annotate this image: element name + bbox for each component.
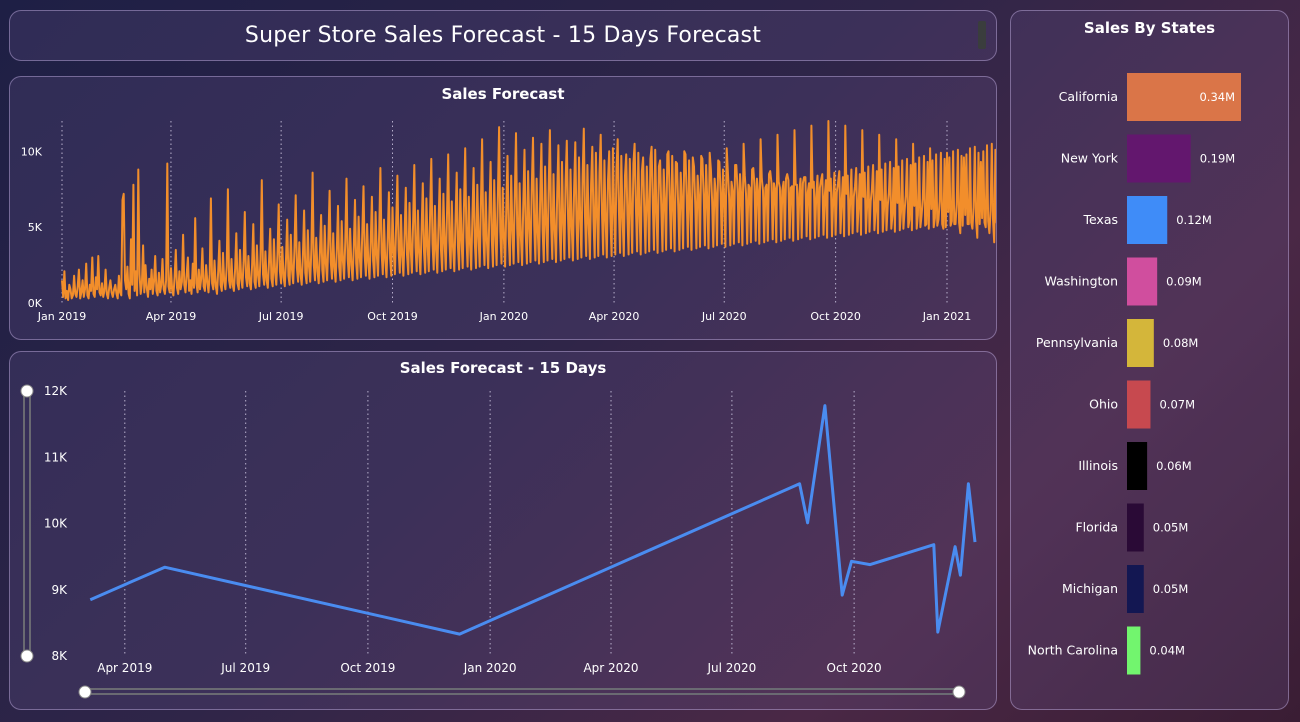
state-value-label: 0.09M	[1166, 275, 1202, 289]
state-label: New York	[1061, 151, 1119, 166]
state-bar[interactable]	[1127, 73, 1241, 121]
x-tick-label: Oct 2020	[827, 661, 882, 675]
x-tick-label: Oct 2020	[810, 310, 861, 323]
state-label: Ohio	[1089, 397, 1118, 412]
x-tick-label: Jul 2020	[706, 661, 756, 675]
sales-forecast-line	[61, 120, 996, 301]
state-label: Florida	[1075, 520, 1118, 535]
sales-forecast-title: Sales Forecast	[441, 85, 565, 103]
state-value-label: 0.05M	[1153, 582, 1189, 596]
state-bar[interactable]	[1127, 626, 1141, 675]
y-tick-label: 12K	[44, 384, 68, 398]
state-value-label: 0.08M	[1163, 336, 1199, 350]
state-label: North Carolina	[1028, 643, 1118, 658]
y-tick-label: 10K	[44, 517, 68, 531]
x-tick-label: Jul 2019	[258, 310, 304, 323]
x-tick-label: Jul 2019	[220, 661, 270, 675]
x-tick-label: Apr 2019	[146, 310, 197, 323]
scrollbar-handle[interactable]	[978, 21, 986, 49]
state-bar[interactable]	[1127, 380, 1151, 429]
state-bar[interactable]	[1127, 442, 1148, 490]
x-tick-label: Oct 2019	[340, 661, 395, 675]
dashboard-title: Super Store Sales Forecast - 15 Days For…	[244, 23, 762, 48]
x-tick-label: Jan 2019	[37, 310, 86, 323]
state-label: Pennsylvania	[1036, 335, 1118, 350]
x-tick-label: Jan 2020	[463, 661, 517, 675]
state-label: Washington	[1045, 274, 1118, 289]
x-tick-label: Jul 2020	[701, 310, 747, 323]
state-label: California	[1059, 89, 1118, 104]
state-label: Texas	[1082, 212, 1118, 227]
x-tick-label: Jan 2021	[922, 310, 971, 323]
state-value-label: 0.04M	[1149, 644, 1185, 658]
x-tick-label: Apr 2020	[589, 310, 640, 323]
state-value-label: 0.06M	[1156, 459, 1192, 473]
state-value-label: 0.34M	[1199, 90, 1235, 104]
state-bar[interactable]	[1127, 565, 1144, 613]
y-tick-label: 0K	[28, 297, 43, 310]
y-tick-label: 11K	[44, 450, 68, 464]
state-bar[interactable]	[1127, 134, 1191, 183]
x-tick-label: Apr 2020	[583, 661, 638, 675]
x-zoom-slider-track[interactable]	[84, 688, 961, 695]
sales-forecast-15-days-line	[89, 404, 977, 636]
x-zoom-slider-handle-left[interactable]	[78, 685, 92, 699]
sales-forecast-panel: Sales Forecast Jan 2019 Apr 2019 Jul 2019 O…	[9, 76, 997, 340]
y-zoom-slider-handle-top[interactable]	[20, 384, 34, 398]
state-bar[interactable]	[1127, 257, 1158, 306]
sales-forecast-chart: Jan 2019 Apr 2019 Jul 2019 Oct 2019 Jan 2020…	[21, 120, 996, 323]
sales-by-states-panel: Sales By States California 0.34M New York 0…	[1010, 10, 1289, 710]
title-banner: Super Store Sales Forecast - 15 Days For…	[9, 10, 997, 61]
x-tick-label: Jan 2020	[479, 310, 528, 323]
state-label: Michigan	[1062, 581, 1118, 596]
y-zoom-slider-handle-bottom[interactable]	[20, 649, 34, 663]
x-tick-label: Apr 2019	[97, 661, 152, 675]
state-value-label: 0.12M	[1176, 213, 1212, 227]
sales-forecast-15-days-title: Sales Forecast - 15 Days	[399, 359, 607, 377]
state-bar[interactable]	[1127, 503, 1144, 552]
sales-by-states-chart: California 0.34M New York 0.19M Texas 0.12M Wa…	[1028, 73, 1241, 675]
state-bar[interactable]	[1127, 196, 1168, 244]
state-label: Illinois	[1078, 458, 1118, 473]
y-tick-label: 5K	[28, 221, 43, 234]
state-bar[interactable]	[1127, 319, 1154, 367]
y-tick-label: 8K	[51, 649, 68, 663]
y-zoom-slider-track[interactable]	[23, 390, 31, 657]
sales-forecast-15-days-chart: Apr 2019 Jul 2019 Oct 2019 Jan 2020 Apr 2020…	[20, 384, 977, 699]
state-value-label: 0.05M	[1153, 521, 1189, 535]
x-tick-label: Oct 2019	[367, 310, 418, 323]
state-value-label: 0.07M	[1159, 398, 1195, 412]
state-value-label: 0.19M	[1200, 152, 1236, 166]
sales-forecast-15-days-panel: Sales Forecast - 15 Days Apr 2019 Jul 201…	[9, 351, 997, 710]
y-tick-label: 10K	[21, 145, 43, 158]
y-tick-label: 9K	[51, 583, 68, 597]
sales-by-states-title: Sales By States	[1083, 19, 1216, 37]
x-zoom-slider-handle-right[interactable]	[952, 685, 966, 699]
